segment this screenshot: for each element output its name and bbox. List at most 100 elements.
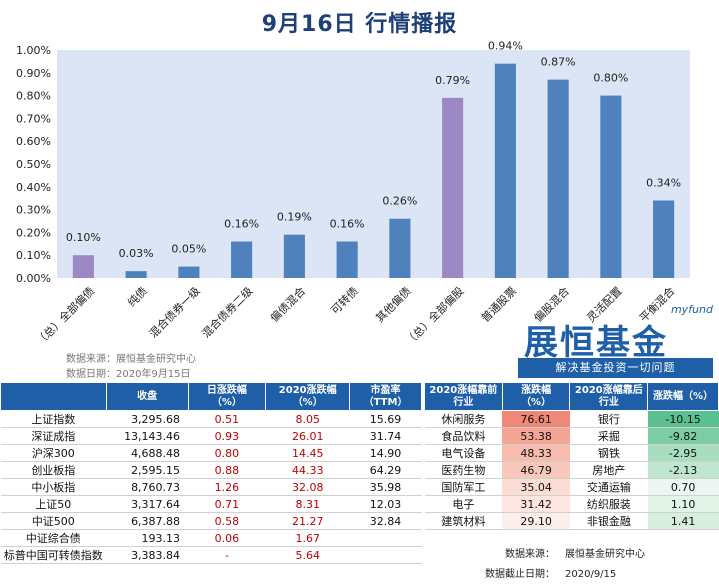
table-row: 中证500 6,387.88 0.58 21.27 32.84: [0, 512, 422, 530]
index-value: 21.27: [265, 512, 350, 530]
source-line: 数据来源：展恒基金研究中心: [66, 354, 196, 365]
x-category-label: 混合债券一级: [146, 284, 203, 341]
y-tick-label: 0.40%: [16, 181, 51, 194]
index-name: 创业板指: [0, 461, 107, 479]
sector-col-header: 2020涨幅靠后 行业: [569, 382, 649, 411]
index-value: [349, 546, 422, 564]
index-value: 2,595.15: [106, 461, 189, 479]
bar-value-label: 0.10%: [66, 231, 101, 244]
table-row: 深证成指 13,143.46 0.93 26.01 31.74: [0, 427, 422, 445]
table-row: 食品饮料 53.38 采掘 -9.82: [424, 427, 719, 445]
index-value: 31.74: [349, 427, 422, 445]
table-row: 上证指数 3,295.68 0.51 8.05 15.69: [0, 410, 422, 428]
sector-name: 银行: [569, 410, 648, 428]
y-tick-label: 1.00%: [16, 44, 51, 57]
sector-table: 2020涨幅靠前 行业 涨跌幅 （%） 2020涨幅靠后 行业 涨跌幅（%） 休闲服务 76.…: [424, 382, 719, 530]
sector-name: 休闲服务: [424, 410, 503, 428]
y-tick-label: 0.10%: [16, 249, 51, 262]
index-value: 6,387.88: [106, 512, 189, 530]
index-value: 3,383.84: [106, 546, 189, 564]
sector-name: 国防军工: [424, 478, 503, 496]
sector-name: 电子: [424, 495, 503, 513]
bar-value-label: 0.80%: [593, 72, 628, 85]
index-name: 标普中国可转债指数: [0, 546, 107, 564]
index-value: 1.26: [188, 478, 266, 496]
note-source: 数据来源： 展恒基金研究中心: [505, 549, 645, 560]
bar: [336, 241, 358, 278]
y-tick-label: 0.80%: [16, 90, 51, 103]
index-name: 上证50: [0, 495, 107, 513]
x-category-label: 混合债券二级: [199, 284, 256, 341]
index-value: 0.93: [188, 427, 266, 445]
bar-value-label: 0.94%: [488, 40, 523, 53]
bar: [283, 234, 305, 278]
sector-change: -9.82: [647, 427, 719, 445]
y-tick-label: 0.50%: [16, 158, 51, 171]
bar: [442, 97, 464, 278]
index-name: 深证成指: [0, 427, 107, 445]
sector-change: 53.38: [502, 427, 570, 445]
bar: [653, 200, 675, 278]
sector-name: 房地产: [569, 461, 648, 479]
index-col-header: 市盈率 （TTM）: [349, 382, 422, 411]
bar: [178, 266, 200, 278]
index-value: 15.69: [349, 410, 422, 428]
table-row: 创业板指 2,595.15 0.88 44.33 64.29: [0, 461, 422, 479]
bar-value-label: 0.79%: [435, 74, 470, 87]
index-value: 44.33: [265, 461, 350, 479]
sector-name: 医药生物: [424, 461, 503, 479]
index-value: 4,688.48: [106, 444, 189, 462]
index-value: 3,295.68: [106, 410, 189, 428]
table-row: 建筑材料 29.10 非银金融 1.41: [424, 512, 719, 530]
y-tick-label: 0.70%: [16, 112, 51, 125]
table-row: 电气设备 48.33 钢铁 -2.95: [424, 444, 719, 462]
sector-name: 电气设备: [424, 444, 503, 462]
index-name: 上证指数: [0, 410, 107, 428]
index-value: 0.80: [188, 444, 266, 462]
table-row: 医药生物 46.79 房地产 -2.13: [424, 461, 719, 479]
index-value: -: [188, 546, 266, 564]
sector-change: 35.04: [502, 478, 570, 496]
index-value: 5.64: [265, 546, 350, 564]
bar: [72, 255, 94, 278]
sector-change: 29.10: [502, 512, 570, 530]
table-row: 沪深300 4,688.48 0.80 14.45 14.90: [0, 444, 422, 462]
index-value: 0.88: [188, 461, 266, 479]
index-name: 中证综合债: [0, 529, 107, 547]
logo-slogan: 解决基金投资一切问题: [518, 358, 713, 378]
sector-name: 钢铁: [569, 444, 648, 462]
y-tick-label: 0.60%: [16, 135, 51, 148]
bar-value-label: 0.34%: [646, 176, 681, 189]
index-col-header: 日涨跌幅 （%）: [187, 382, 267, 411]
index-table: 收盘 日涨跌幅 （%） 2020涨跌幅 （%） 市盈率 （TTM） 上证指数 3,295.68…: [0, 382, 422, 564]
index-value: 0.58: [188, 512, 266, 530]
plot-background: [57, 50, 690, 278]
bar-value-label: 0.05%: [171, 243, 206, 256]
index-col-header: 收盘: [105, 382, 189, 411]
index-value: [349, 529, 422, 547]
bar-value-label: 0.87%: [541, 56, 576, 69]
sector-name: 交通运输: [569, 478, 648, 496]
table-row: 休闲服务 76.61 银行 -10.15: [424, 410, 719, 428]
index-value: 1.67: [265, 529, 350, 547]
bar: [231, 241, 253, 278]
sector-change: 46.79: [502, 461, 570, 479]
sector-change: 1.10: [647, 495, 719, 513]
table-row: 中证综合债 193.13 0.06 1.67: [0, 529, 422, 547]
index-value: 0.51: [188, 410, 266, 428]
bar: [389, 218, 411, 278]
table-row: 中小板指 8,760.73 1.26 32.08 35.98: [0, 478, 422, 496]
page-title: 9月16日 行情播报: [261, 12, 458, 37]
index-name: 中小板指: [0, 478, 107, 496]
sector-change: 1.41: [647, 512, 719, 530]
index-value: 3,317.64: [106, 495, 189, 513]
note-date: 数据截止日期： 2020/9/15: [485, 569, 617, 580]
sector-col-header: 涨跌幅（%）: [647, 382, 719, 411]
index-name: 沪深300: [0, 444, 107, 462]
sector-col-header: 2020涨幅靠前 行业: [424, 382, 503, 411]
y-tick-label: 0.90%: [16, 67, 51, 80]
index-value: 32.08: [265, 478, 350, 496]
bar-chart: 0.00% 0.10% 0.20% 0.30% 0.40% 0.50% 0.60% 0.70%…: [16, 40, 690, 348]
index-col-header: [0, 382, 107, 411]
sector-change: -10.15: [647, 410, 719, 428]
